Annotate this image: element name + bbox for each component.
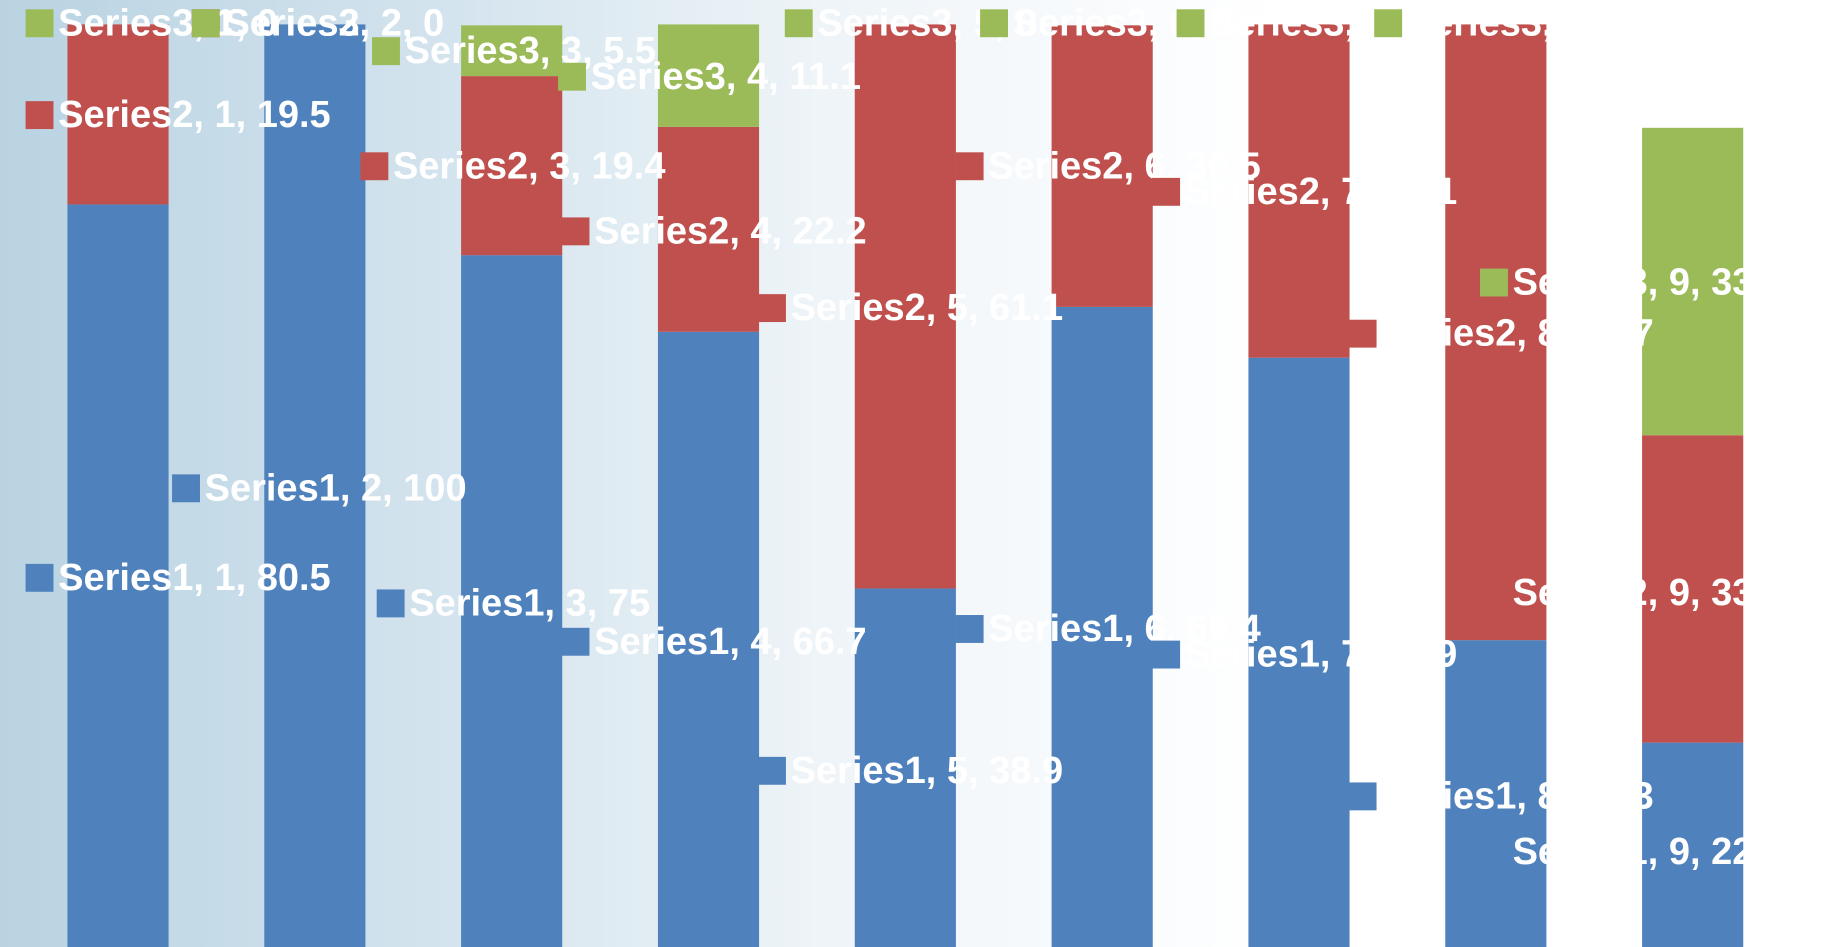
legend-key: [372, 37, 400, 66]
data-label: Series2, 5, 61.1: [791, 287, 1064, 329]
data-label: Series2, 8, 66.7: [1381, 313, 1654, 355]
bar-segment: [1445, 640, 1547, 947]
data-label: Series1, 6, 69.4: [988, 608, 1261, 650]
data-label: Series1, 2, 100: [205, 467, 467, 509]
bar-segment: [1051, 25, 1153, 307]
data-label: Series1, 8, 33.3: [1381, 775, 1654, 817]
data-label: Series1, 4, 66.7: [594, 621, 867, 663]
data-label: Series3, 1, 0: [58, 2, 278, 44]
data-label: Series3, 2, 0: [224, 2, 444, 44]
legend-key: [25, 563, 54, 592]
bar-segment: [67, 204, 169, 947]
data-label: Series2, 9, 33.3: [1513, 572, 1786, 614]
data-label: Series2, 7, 36.1: [1185, 171, 1458, 213]
bar-segment: [1642, 742, 1744, 947]
bar-segment: [657, 126, 760, 332]
legend-key: [561, 627, 590, 656]
bars: [67, 24, 1744, 947]
data-label: Series3, 9, 33.3: [1513, 262, 1786, 304]
legend-key: [1480, 578, 1508, 607]
bar-segment: [854, 588, 956, 947]
bar-segment: [461, 255, 563, 947]
legend-key: [1152, 177, 1181, 206]
data-label: Series2, 1, 19.5: [58, 94, 331, 136]
legend-key: [955, 152, 984, 181]
data-label: Series1, 7, 63.9: [1185, 634, 1458, 676]
legend-key: [25, 101, 54, 130]
data-label: Series1, 5, 38.9: [791, 750, 1064, 792]
data-label: Series2, 6, 30.5: [988, 145, 1261, 187]
bar-segment: [1248, 24, 1350, 358]
data-label: Series3, 3, 5.5: [405, 30, 656, 72]
legend-key: [191, 9, 220, 38]
bar-segment: [657, 24, 760, 127]
bar-segment: [1642, 127, 1744, 436]
legend-key: [758, 294, 786, 323]
legend-key: [1480, 268, 1508, 297]
legend-key: [1348, 782, 1377, 811]
data-label: Series1, 1, 80.5: [58, 557, 331, 599]
legend-key: [980, 9, 1008, 38]
bar-segment: [264, 24, 366, 947]
legend-key: [25, 9, 54, 38]
data-labels: Series1, 1, 80.5 Series1, 2, 100 Series1, …: [25, 2, 1786, 873]
bar-segment: [657, 331, 760, 947]
legend-key: [561, 217, 590, 246]
data-label: Series1, 9, 22.2: [1513, 831, 1786, 873]
legend-key: [1480, 838, 1508, 867]
legend-key: [784, 9, 813, 38]
bar-segment: [854, 24, 956, 589]
legend-key: [1374, 9, 1403, 38]
data-label: Series3, 4, 11.1: [591, 56, 861, 98]
bar-segment: [1445, 24, 1547, 641]
legend-key: [558, 62, 586, 91]
bar-segment: [1642, 435, 1744, 743]
data-label: Series2, 3, 19.4: [393, 145, 666, 187]
bar-segment: [1248, 357, 1350, 947]
bar-segment: [67, 24, 169, 205]
bar-segment: [461, 25, 563, 77]
legend-key: [1348, 319, 1377, 348]
legend-key: [360, 152, 389, 181]
legend-key: [955, 615, 984, 643]
data-label: Series2, 2, 0: [224, 2, 444, 44]
data-label: Series1, 3, 75: [409, 582, 650, 624]
legend-key: [376, 589, 405, 618]
bar-segment: [461, 76, 563, 256]
legend-key: [758, 756, 786, 785]
bar-segment: [1051, 306, 1153, 947]
legend-key: [1152, 640, 1181, 669]
data-label: Series3, 8, 0: [1407, 2, 1627, 44]
legend-key: [1176, 9, 1205, 38]
legend-key: [172, 474, 200, 503]
data-label: Series2, 4, 22.2: [594, 210, 867, 252]
